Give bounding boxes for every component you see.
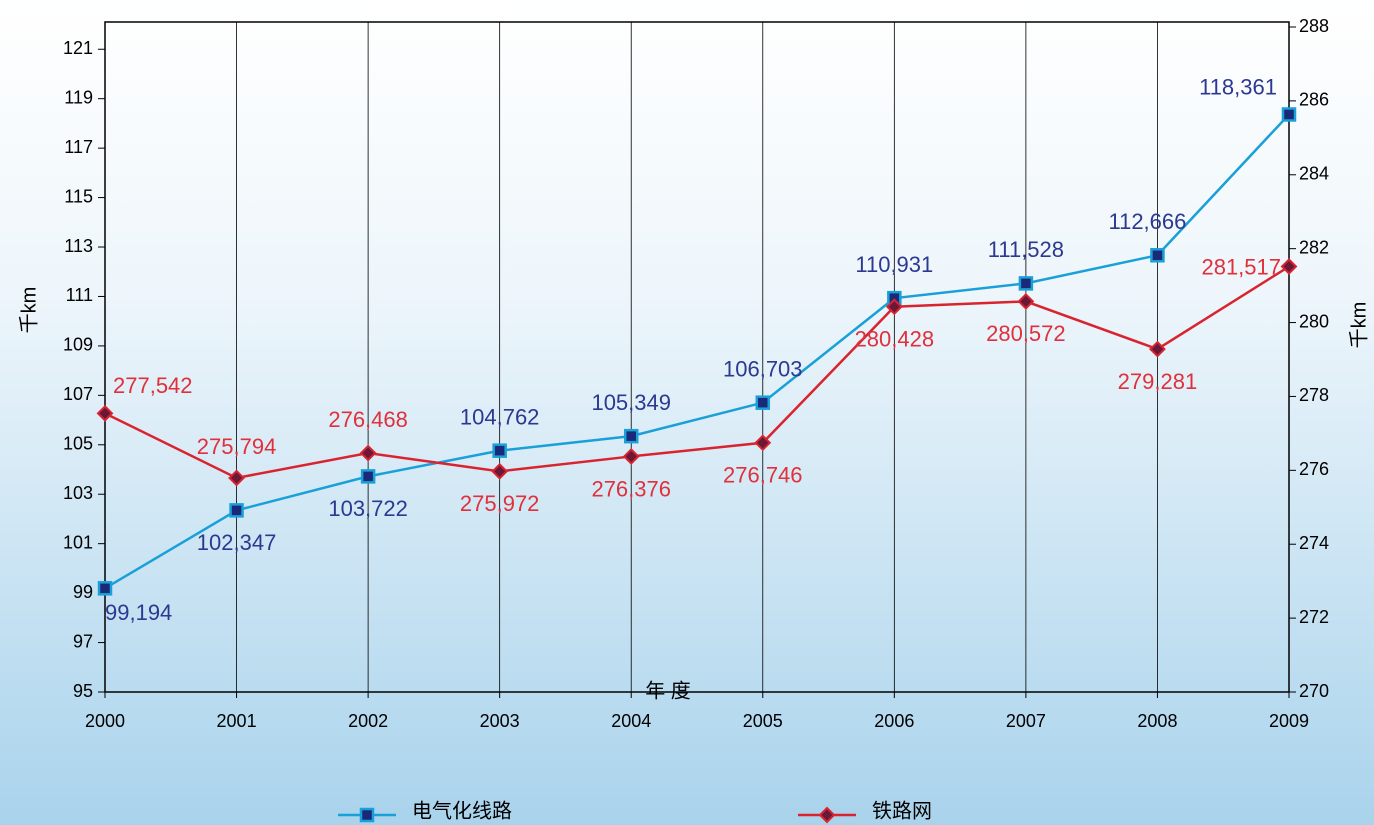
y2-tick-label: 270 <box>1299 681 1329 701</box>
x-tick-label: 2009 <box>1269 711 1309 731</box>
data-label: 110,931 <box>855 252 933 277</box>
y-tick-label: 95 <box>73 681 93 701</box>
y2-tick-label: 274 <box>1299 533 1329 553</box>
legend-label: 铁路网 <box>872 799 932 822</box>
point-marker <box>1020 277 1032 289</box>
data-label: 102,347 <box>197 530 277 555</box>
y-tick-label: 103 <box>63 483 93 503</box>
x-tick-label: 2000 <box>85 711 125 731</box>
data-label: 280,428 <box>855 327 935 352</box>
y2-tick-label: 272 <box>1299 607 1329 627</box>
x-tick-label: 2004 <box>611 711 651 731</box>
y-tick-label: 121 <box>63 38 93 58</box>
y-tick-label: 109 <box>63 335 93 355</box>
y-tick-label: 113 <box>64 236 93 256</box>
data-label: 104,762 <box>460 404 540 429</box>
legend-marker <box>361 809 373 821</box>
y-axis-title: 千km <box>17 287 40 334</box>
data-label: 106,703 <box>723 357 803 382</box>
y2-axis-title: 千km <box>1347 302 1370 349</box>
legend-label: 电气化线路 <box>412 799 512 822</box>
data-label: 279,281 <box>1118 369 1198 394</box>
y2-tick-label: 286 <box>1299 90 1329 110</box>
data-label: 99,194 <box>105 600 172 625</box>
y-tick-label: 111 <box>66 285 93 305</box>
y2-tick-label: 280 <box>1299 311 1329 331</box>
point-marker <box>757 397 769 409</box>
x-tick-label: 2003 <box>480 711 520 731</box>
point-marker <box>625 430 637 442</box>
y2-tick-label: 276 <box>1299 459 1329 479</box>
y-tick-label: 99 <box>73 582 93 602</box>
x-axis-title: 年 度 <box>645 679 691 702</box>
data-label: 281,517 <box>1201 254 1281 279</box>
y2-tick-label: 278 <box>1299 385 1329 405</box>
point-marker <box>99 582 111 594</box>
data-label: 103,722 <box>328 496 408 521</box>
y-tick-label: 117 <box>64 137 93 157</box>
data-label: 276,468 <box>328 407 408 432</box>
y-tick-label: 119 <box>64 87 93 107</box>
data-label: 105,349 <box>591 390 671 415</box>
x-tick-label: 2005 <box>743 711 783 731</box>
data-label: 275,794 <box>197 434 277 459</box>
data-label: 111,528 <box>988 237 1064 262</box>
data-label: 277,542 <box>113 373 193 398</box>
x-tick-label: 2001 <box>217 711 257 731</box>
data-label: 118,361 <box>1199 74 1277 99</box>
data-label: 276,376 <box>591 476 671 501</box>
data-label: 280,572 <box>986 321 1066 346</box>
point-marker <box>231 504 243 516</box>
y-tick-label: 107 <box>63 384 93 404</box>
chart: 年 度 千km 千km 95 97 99 101 103 105 107 109 111 113 1… <box>0 0 1374 825</box>
x-tick-label: 2002 <box>348 711 388 731</box>
x-tick-label: 2006 <box>874 711 914 731</box>
y2-tick-label: 282 <box>1299 237 1329 257</box>
y-tick-label: 97 <box>73 631 93 651</box>
data-label: 112,666 <box>1108 209 1186 234</box>
point-marker <box>494 445 506 457</box>
y-tick-label: 115 <box>64 186 93 206</box>
point-marker <box>1283 108 1295 120</box>
data-label: 275,972 <box>460 491 540 516</box>
data-label: 276,746 <box>723 463 803 488</box>
point-marker <box>362 470 374 482</box>
x-tick-label: 2007 <box>1006 711 1046 731</box>
y2-tick-label: 284 <box>1299 164 1329 184</box>
y2-tick-label: 288 <box>1299 16 1329 36</box>
y-tick-label: 105 <box>63 434 93 454</box>
y-tick-label: 101 <box>63 532 93 552</box>
point-marker <box>1151 249 1163 261</box>
x-tick-label: 2008 <box>1137 711 1177 731</box>
